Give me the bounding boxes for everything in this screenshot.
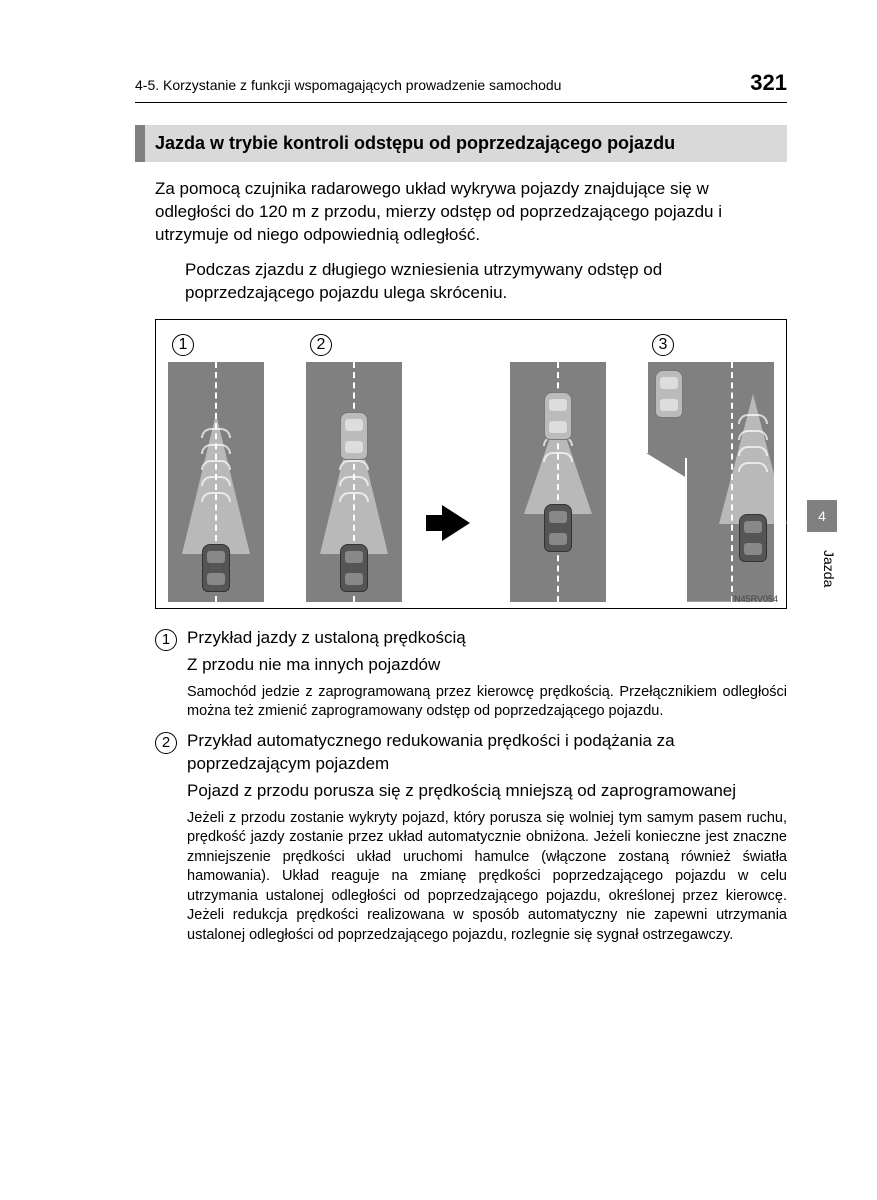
item-desc-2: Jeżeli z przodu zostanie wykryty pojazd,…	[187, 809, 787, 946]
own-car-icon	[544, 504, 572, 552]
merge-car-icon	[655, 370, 683, 418]
sub-intro-paragraph: Podczas zjazdu z długiego wzniesienia ut…	[185, 259, 787, 305]
arrow-icon	[442, 505, 470, 541]
page-number: 321	[750, 70, 787, 96]
item-title-1: Przykład jazdy z ustaloną prędkością	[187, 627, 787, 650]
road-2a	[304, 362, 404, 602]
own-car-icon	[202, 544, 230, 592]
list-item-2: 2 Przykład automatycznego redukowania pr…	[155, 730, 787, 946]
lead-car-icon	[544, 392, 572, 440]
item-number-2: 2	[155, 732, 177, 754]
diagram-panel-2b: .	[508, 334, 608, 602]
page-header: 4-5. Korzystanie z funkcji wspomagającyc…	[135, 70, 787, 103]
chapter-number: 4	[818, 508, 826, 524]
item-number-1: 1	[155, 629, 177, 651]
item-subtitle-1: Z przodu nie ma innych pojazdów	[187, 654, 787, 677]
panel-label-3: 3	[652, 334, 674, 356]
own-car-icon	[739, 514, 767, 562]
list-item-1: 1 Przykład jazdy z ustaloną prędkością Z…	[155, 627, 787, 722]
panel-label-1: 1	[172, 334, 194, 356]
diagram-panel-3: 3	[646, 334, 776, 602]
road-3	[646, 362, 776, 602]
panel-label-2: 2	[310, 334, 332, 356]
chapter-label: Jazda	[821, 550, 837, 587]
road-2b	[508, 362, 608, 602]
section-title: Jazda w trybie kontroli odstępu od poprz…	[135, 125, 787, 162]
diagram-container: 1 2	[155, 319, 787, 609]
intro-paragraph: Za pomocą czujnika radarowego układ wykr…	[155, 178, 787, 247]
item-desc-1: Samochód jedzie z zaprogramowaną przez k…	[187, 683, 787, 722]
own-car-icon	[340, 544, 368, 592]
item-title-2: Przykład automatycznego redukowania pręd…	[187, 730, 787, 776]
chapter-tab: 4	[807, 500, 837, 532]
diagram-code: IN45RV054	[732, 594, 778, 604]
lead-car-icon	[340, 412, 368, 460]
road-1	[166, 362, 266, 602]
diagram-panel-1: 1	[166, 334, 266, 602]
item-subtitle-2: Pojazd z przodu porusza się z prędkością…	[187, 780, 787, 803]
section-path: 4-5. Korzystanie z funkcji wspomagającyc…	[135, 77, 561, 93]
diagram-panel-2a: 2	[304, 334, 404, 602]
